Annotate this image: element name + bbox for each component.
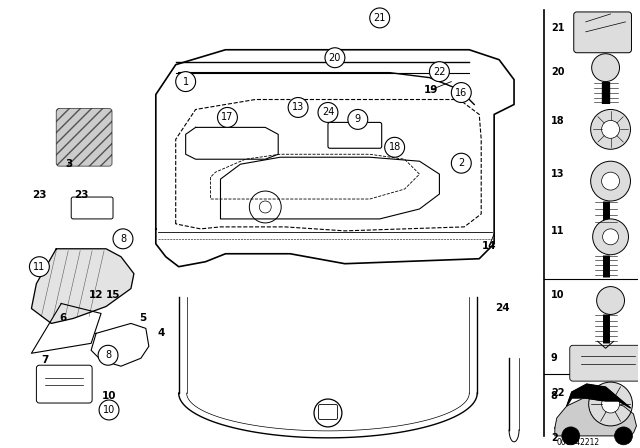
Text: 20: 20 [551, 67, 564, 77]
Circle shape [602, 172, 620, 190]
Text: 00e042212: 00e042212 [557, 438, 600, 447]
Circle shape [589, 382, 632, 426]
Circle shape [591, 109, 630, 149]
Text: 18: 18 [551, 116, 564, 126]
Text: 10: 10 [551, 289, 564, 300]
FancyBboxPatch shape [71, 197, 113, 219]
Circle shape [314, 399, 342, 427]
Text: 11: 11 [33, 262, 45, 271]
Circle shape [429, 62, 449, 82]
Text: 3: 3 [66, 159, 73, 169]
FancyBboxPatch shape [570, 345, 640, 381]
Circle shape [614, 427, 632, 445]
Text: 8: 8 [105, 350, 111, 360]
Circle shape [603, 229, 618, 245]
Text: 14: 14 [482, 241, 497, 251]
Text: 5: 5 [140, 314, 147, 323]
FancyBboxPatch shape [36, 365, 92, 403]
Text: 24: 24 [495, 303, 509, 314]
Circle shape [176, 72, 196, 91]
Text: 1: 1 [182, 77, 189, 86]
Circle shape [593, 219, 628, 255]
Circle shape [591, 161, 630, 201]
Circle shape [596, 287, 625, 314]
Text: 24: 24 [322, 108, 334, 117]
Polygon shape [555, 398, 636, 436]
Text: 9: 9 [551, 353, 557, 363]
Text: 11: 11 [551, 226, 564, 236]
Text: 12: 12 [89, 289, 103, 300]
Text: 21: 21 [551, 23, 564, 33]
Text: 20: 20 [329, 53, 341, 63]
Text: 8: 8 [551, 391, 557, 401]
Circle shape [218, 108, 237, 127]
Circle shape [288, 98, 308, 117]
Circle shape [318, 103, 338, 122]
Polygon shape [31, 249, 134, 323]
Text: 10: 10 [103, 405, 115, 415]
Text: 6: 6 [60, 314, 67, 323]
Text: 15: 15 [106, 289, 120, 300]
Circle shape [602, 121, 620, 138]
Text: 21: 21 [374, 13, 386, 23]
Text: 17: 17 [221, 112, 234, 122]
Circle shape [451, 82, 471, 103]
Text: 22: 22 [551, 388, 564, 398]
FancyBboxPatch shape [56, 108, 112, 166]
Polygon shape [567, 384, 630, 408]
Circle shape [370, 8, 390, 28]
Text: 2: 2 [551, 433, 557, 443]
Circle shape [99, 400, 119, 420]
Text: 18: 18 [388, 142, 401, 152]
Text: 7: 7 [42, 355, 49, 365]
Text: 22: 22 [433, 67, 445, 77]
Text: 16: 16 [455, 87, 467, 98]
Circle shape [562, 427, 580, 445]
Circle shape [325, 48, 345, 68]
Circle shape [98, 345, 118, 365]
Circle shape [348, 109, 368, 129]
Text: 2: 2 [458, 158, 465, 168]
FancyBboxPatch shape [573, 12, 632, 53]
Text: 4: 4 [157, 328, 164, 338]
Circle shape [591, 54, 620, 82]
Text: 23: 23 [74, 190, 89, 200]
Circle shape [451, 153, 471, 173]
Text: 8: 8 [120, 234, 126, 244]
Text: 23: 23 [32, 190, 47, 200]
Circle shape [602, 395, 620, 413]
Circle shape [113, 229, 133, 249]
Text: 19: 19 [424, 85, 438, 95]
Text: 9: 9 [355, 114, 361, 125]
Circle shape [29, 257, 49, 277]
Text: 10: 10 [102, 391, 116, 401]
Text: 13: 13 [292, 103, 304, 112]
Text: 13: 13 [551, 169, 564, 179]
Circle shape [385, 138, 404, 157]
